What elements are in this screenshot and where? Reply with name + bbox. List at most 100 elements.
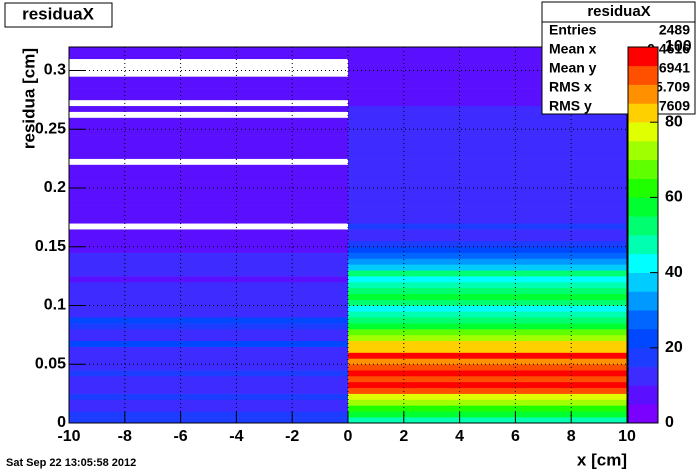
- palette-swatch: [628, 235, 658, 255]
- cell: [348, 205, 627, 212]
- palette-swatch: [628, 310, 658, 330]
- cell: [69, 305, 348, 312]
- cell: [348, 70, 627, 77]
- cell: [348, 405, 627, 412]
- cell: [348, 370, 627, 377]
- cell: [348, 411, 627, 418]
- cell: [348, 88, 627, 95]
- cell: [348, 188, 627, 195]
- cell: [348, 376, 627, 383]
- y-tick-label: 0.2: [44, 179, 66, 196]
- cell: [348, 346, 627, 353]
- palette-swatch: [628, 103, 658, 123]
- axes: -10 -8 -6 -4 -2 0 2 4 6 8 10 0 0.05 0.1 0.15 0.2 0.25 0.3: [35, 62, 636, 446]
- y-tick-label: 0.25: [35, 120, 66, 137]
- x-tick-label: 4: [455, 428, 464, 445]
- y-tick-label: 0.1: [44, 297, 66, 314]
- cell: [348, 170, 627, 177]
- cell: [69, 411, 348, 418]
- palette-swatch: [628, 178, 658, 198]
- cell: [348, 364, 627, 371]
- cell: [69, 358, 348, 365]
- cell: [348, 64, 627, 71]
- cell: [69, 111, 348, 118]
- cell: [69, 58, 348, 65]
- cell: [69, 223, 348, 230]
- x-tick-label: -6: [173, 428, 187, 445]
- cell: [348, 229, 627, 236]
- cell: [69, 264, 348, 271]
- y-tick-label: 0.15: [35, 238, 66, 255]
- cell: [348, 129, 627, 136]
- cell: [348, 317, 627, 324]
- timestamp: Sat Sep 22 13:05:58 2012: [6, 457, 136, 469]
- cell: [348, 235, 627, 242]
- palette-swatch: [628, 385, 658, 405]
- palette-swatch: [628, 366, 658, 386]
- cell: [69, 193, 348, 201]
- palette-swatch: [628, 216, 658, 236]
- cell: [348, 123, 627, 130]
- cell: [348, 287, 627, 295]
- cell: [348, 381, 627, 389]
- palette-swatch: [628, 122, 658, 142]
- cell: [69, 199, 348, 206]
- stats-frame: [541, 1, 696, 115]
- cell: [69, 47, 348, 54]
- chart-title: residuaX: [22, 4, 94, 23]
- cell: [69, 276, 348, 283]
- stats-value: 5.709: [655, 79, 690, 95]
- cell: [348, 305, 627, 312]
- z-tick-label: 60: [665, 189, 683, 206]
- cell: [69, 405, 348, 412]
- cell: [69, 293, 348, 300]
- cell: [69, 381, 348, 389]
- stats-label: RMS y: [549, 98, 592, 114]
- palette-swatch: [628, 404, 658, 424]
- cell: [348, 282, 627, 289]
- stats-label: RMS x: [549, 79, 592, 95]
- cell: [348, 417, 627, 424]
- cell: [69, 376, 348, 383]
- cell: [69, 88, 348, 95]
- cell: [348, 76, 627, 83]
- cell: [69, 141, 348, 148]
- cell: [348, 240, 627, 248]
- cell: [348, 276, 627, 283]
- stats-label: Entries: [549, 22, 597, 38]
- cell: [348, 358, 627, 365]
- palette-swatch: [628, 253, 658, 273]
- palette-swatch: [628, 197, 658, 217]
- z-tick-label: 100: [665, 38, 692, 55]
- cell: [348, 135, 627, 142]
- cell: [69, 82, 348, 89]
- x-tick-label: -4: [229, 428, 243, 445]
- cell: [69, 311, 348, 318]
- cell: [348, 299, 627, 306]
- cell: [69, 399, 348, 406]
- cell: [348, 146, 627, 154]
- palette-swatch: [628, 47, 658, 67]
- cell: [348, 399, 627, 406]
- x-tick-label: 2: [399, 428, 408, 445]
- cell: [348, 246, 627, 253]
- cell: [69, 352, 348, 359]
- cell: [348, 193, 627, 201]
- cell: [69, 70, 348, 77]
- cell: [348, 252, 627, 259]
- cell: [348, 52, 627, 60]
- palette: 0 20 40 60 80 100: [627, 38, 692, 431]
- y-axis-label: residua [cm]: [19, 48, 38, 149]
- cell: [348, 141, 627, 148]
- cell: [348, 158, 627, 165]
- cell: [69, 417, 348, 424]
- cell: [348, 217, 627, 224]
- cell: [69, 99, 348, 107]
- stats-title: residuaX: [587, 3, 650, 20]
- x-tick-label: -2: [285, 428, 299, 445]
- cell: [69, 246, 348, 253]
- cell: [348, 47, 627, 54]
- cell: [69, 317, 348, 324]
